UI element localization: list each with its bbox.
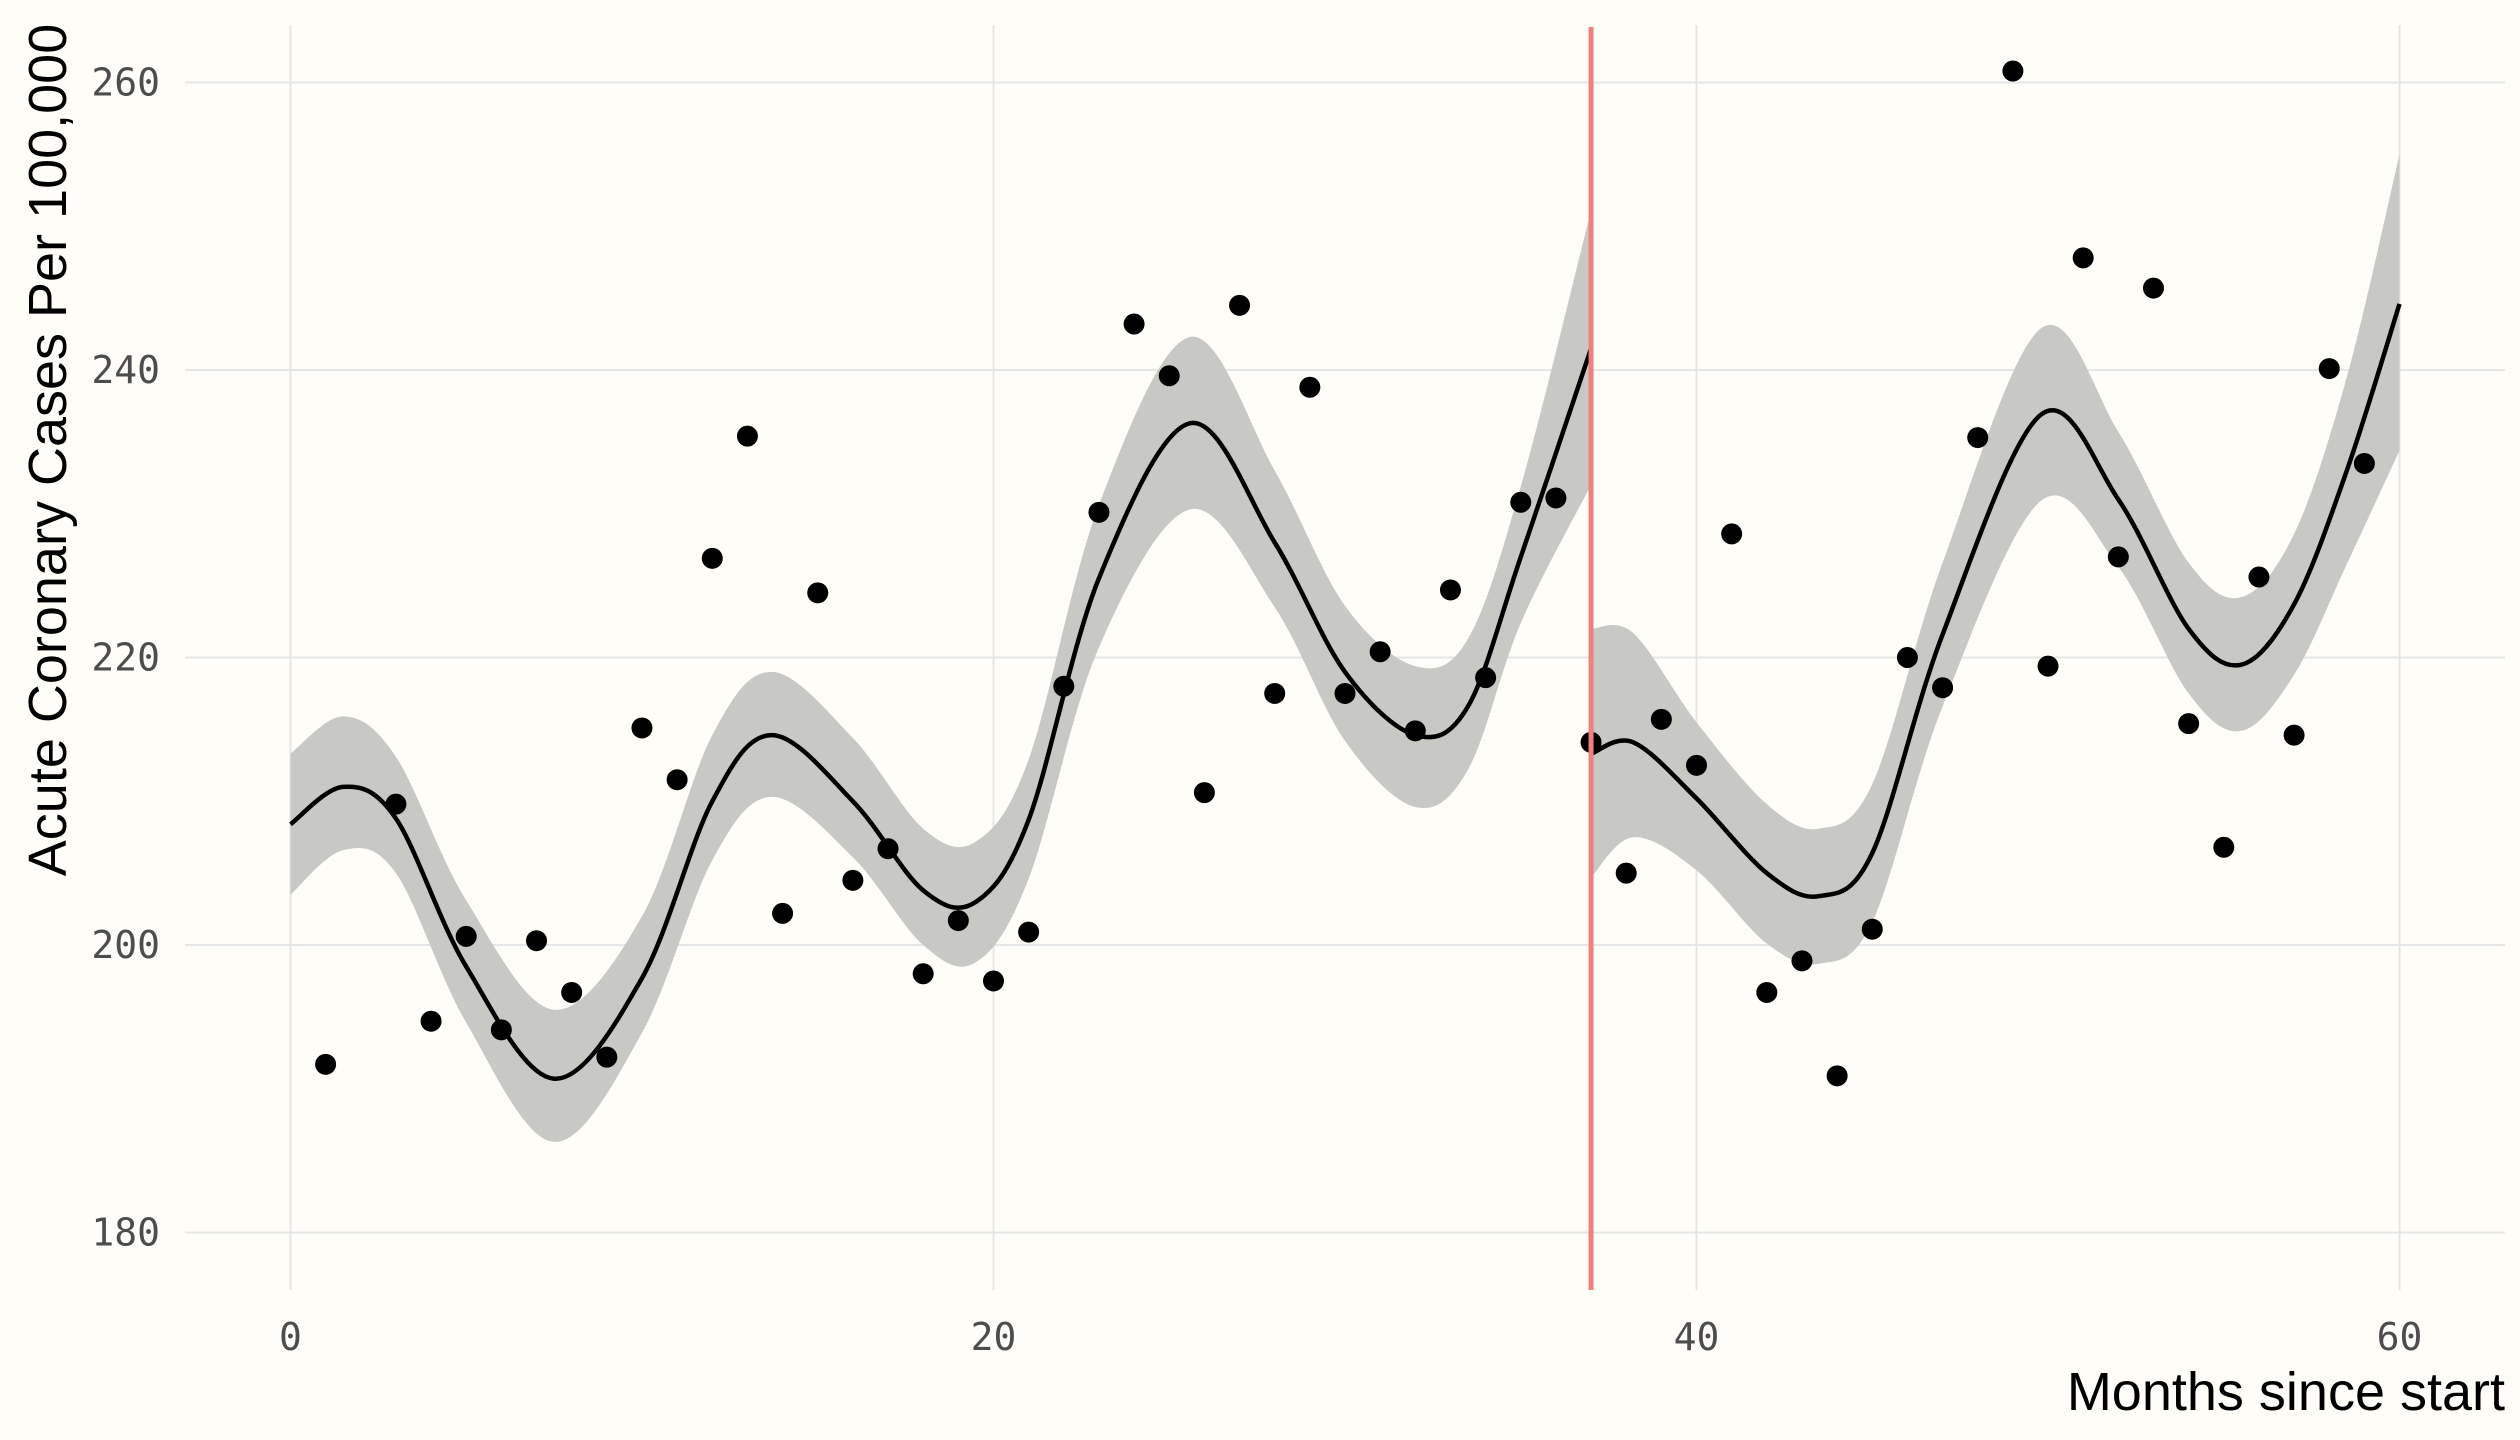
data-point [1158, 365, 1180, 387]
data-point [772, 902, 794, 924]
data-point [2002, 60, 2024, 82]
data-point [736, 425, 758, 447]
data-point [1439, 579, 1461, 601]
data-point [561, 981, 583, 1003]
data-point [1721, 523, 1743, 545]
y-axis-ticks: 180 200 220 240 260 [91, 61, 160, 1255]
data-point [1826, 1065, 1848, 1087]
data-point [2142, 277, 2164, 299]
data-point [1967, 427, 1989, 449]
data-point [1264, 682, 1286, 704]
data-point [1615, 862, 1637, 884]
data-point [2318, 358, 2340, 380]
data-point [631, 717, 653, 739]
data-point [982, 970, 1004, 992]
data-point [1299, 376, 1321, 398]
y-tick-label: 240 [91, 348, 160, 392]
data-point [1229, 294, 1251, 316]
fit-line [1590, 303, 2402, 899]
data-point [2107, 546, 2129, 568]
data-point [947, 910, 969, 932]
data-point [1510, 491, 1532, 513]
data-point [455, 925, 477, 947]
data-point [1545, 487, 1567, 509]
data-point [842, 869, 864, 891]
data-point [2283, 724, 2305, 746]
x-tick-label: 0 [279, 1315, 302, 1359]
y-axis-title: Acute Coronary Cases Per 100,000 [18, 24, 78, 876]
x-axis-ticks: 0 20 40 60 [279, 1315, 2422, 1359]
data-point [1896, 647, 1918, 668]
x-axis-title: Months since start [2067, 1362, 2505, 1422]
data-point [490, 1019, 512, 1041]
data-point [1053, 675, 1075, 697]
data-points [315, 60, 2375, 1087]
data-point [2037, 655, 2059, 677]
x-tick-label: 20 [971, 1315, 1017, 1359]
data-point [1686, 754, 1708, 776]
x-tick-label: 60 [2377, 1315, 2423, 1359]
data-point [1404, 720, 1426, 742]
data-point [1123, 313, 1145, 335]
confidence-band [1591, 154, 2400, 965]
data-point [877, 838, 899, 860]
confidence-band [290, 210, 1592, 1142]
data-point [1369, 641, 1391, 663]
data-point [1861, 918, 1883, 940]
data-point [2353, 452, 2375, 474]
data-point [2248, 566, 2270, 588]
y-tick-label: 220 [91, 636, 160, 680]
data-point [912, 963, 934, 985]
y-tick-label: 180 [91, 1211, 160, 1255]
data-point [596, 1046, 618, 1068]
y-tick-label: 200 [91, 923, 160, 967]
data-point [315, 1053, 337, 1075]
data-point [420, 1010, 442, 1032]
data-point [1088, 501, 1110, 523]
data-point [701, 547, 723, 569]
data-point [2178, 713, 2200, 735]
data-point [1756, 981, 1778, 1003]
data-point [526, 930, 548, 952]
x-tick-label: 40 [1674, 1315, 1720, 1359]
data-point [1018, 921, 1040, 943]
data-point [1334, 682, 1356, 704]
y-tick-label: 260 [91, 61, 160, 105]
data-point [666, 769, 688, 791]
data-point [1193, 782, 1215, 804]
data-point [385, 793, 407, 815]
data-point [1791, 950, 1813, 972]
confidence-bands [290, 154, 2400, 1142]
data-point [1650, 708, 1672, 730]
data-point [2213, 836, 2235, 858]
data-point [1932, 677, 1954, 699]
data-point [1475, 667, 1497, 689]
data-point [2072, 247, 2094, 269]
data-point [807, 582, 829, 604]
